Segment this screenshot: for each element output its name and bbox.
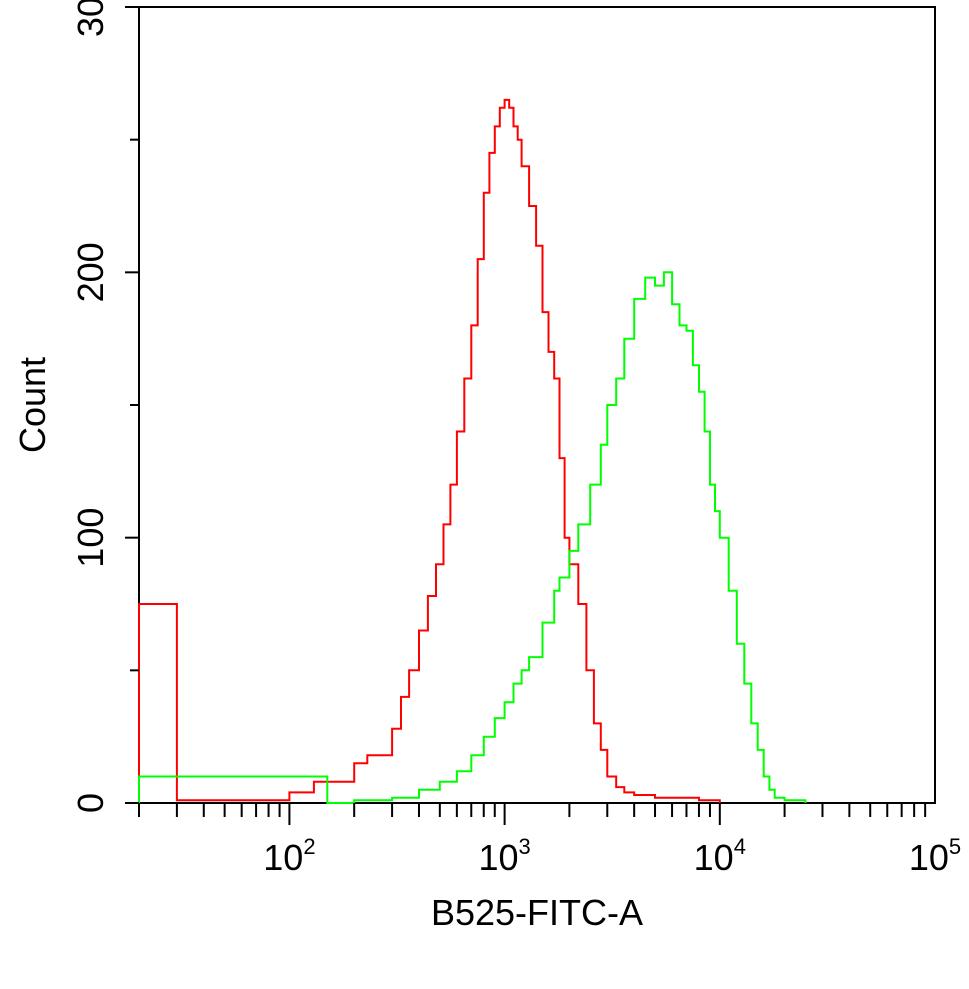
- y-tick-label: 300: [70, 0, 111, 37]
- x-tick-label: 104: [694, 834, 746, 878]
- x-tick-label: 105: [909, 834, 961, 878]
- y-axis-title: Count: [12, 357, 53, 453]
- y-tick-label: 0: [70, 793, 111, 813]
- x-axis-title: B525-FITC-A: [431, 892, 643, 933]
- x-tick-label: 103: [478, 834, 530, 878]
- green-histogram-series: [138, 271, 807, 804]
- y-tick-label: 200: [70, 242, 111, 302]
- series-layer: [138, 98, 807, 804]
- y-tick-label: 100: [70, 508, 111, 568]
- x-tick-label: 102: [263, 834, 315, 878]
- plot-frame: [138, 6, 936, 804]
- red-histogram-series: [138, 98, 721, 803]
- axes-layer: 102 103 104 105 0 100 200 300: [70, 0, 961, 878]
